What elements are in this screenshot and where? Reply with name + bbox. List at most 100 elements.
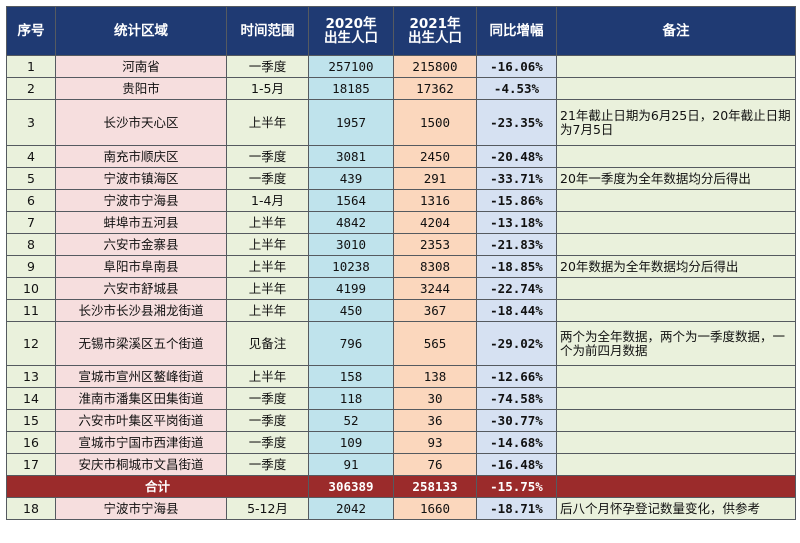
table-row: 1 河南省 一季度 257100 215800 -16.06% bbox=[6, 55, 796, 78]
row-period: 上半年 bbox=[226, 255, 309, 278]
row-region: 宁波市镇海区 bbox=[55, 167, 227, 190]
extra-row-period: 5-12月 bbox=[226, 497, 309, 520]
row-births-2021: 291 bbox=[393, 167, 477, 190]
row-period: 一季度 bbox=[226, 409, 309, 432]
row-yoy-change: -12.66% bbox=[476, 365, 557, 388]
row-region: 宣城市宁国市西津街道 bbox=[55, 431, 227, 454]
row-yoy-change: -20.48% bbox=[476, 145, 557, 168]
row-births-2020: 450 bbox=[308, 299, 394, 322]
row-births-2021: 138 bbox=[393, 365, 477, 388]
row-note bbox=[556, 189, 796, 212]
row-births-2020: 91 bbox=[308, 453, 394, 476]
row-births-2021: 2353 bbox=[393, 233, 477, 256]
row-index: 11 bbox=[6, 299, 56, 322]
extra-row-region: 宁波市宁海县 bbox=[55, 497, 227, 520]
row-yoy-change: -29.02% bbox=[476, 321, 557, 366]
row-births-2020: 18185 bbox=[308, 77, 394, 100]
row-births-2020: 158 bbox=[308, 365, 394, 388]
row-births-2021: 367 bbox=[393, 299, 477, 322]
table-row: 11 长沙市长沙县湘龙街道 上半年 450 367 -18.44% bbox=[6, 299, 796, 322]
table-row: 5 宁波市镇海区 一季度 439 291 -33.71% 20年一季度为全年数据均分后得出 bbox=[6, 167, 796, 190]
table-row: 9 阜阳市阜南县 上半年 10238 8308 -18.85% 20年数据为全年数据均分后得… bbox=[6, 255, 796, 278]
row-period: 上半年 bbox=[226, 365, 309, 388]
row-region: 长沙市长沙县湘龙街道 bbox=[55, 299, 227, 322]
row-births-2020: 52 bbox=[308, 409, 394, 432]
row-yoy-change: -22.74% bbox=[476, 277, 557, 300]
table-row: 13 宣城市宣州区鳌峰街道 上半年 158 138 -12.66% bbox=[6, 365, 796, 388]
row-period: 上半年 bbox=[226, 211, 309, 234]
row-births-2020: 10238 bbox=[308, 255, 394, 278]
row-index: 6 bbox=[6, 189, 56, 212]
row-births-2021: 36 bbox=[393, 409, 477, 432]
table-row: 12 无锡市梁溪区五个街道 见备注 796 565 -29.02% 两个为全年数据，两个为一… bbox=[6, 321, 796, 366]
table-row: 2 贵阳市 1-5月 18185 17362 -4.53% bbox=[6, 77, 796, 100]
row-index: 12 bbox=[6, 321, 56, 366]
row-index: 7 bbox=[6, 211, 56, 234]
row-births-2020: 4199 bbox=[308, 277, 394, 300]
row-period: 1-4月 bbox=[226, 189, 309, 212]
row-yoy-change: -23.35% bbox=[476, 99, 557, 146]
row-births-2021: 565 bbox=[393, 321, 477, 366]
row-period: 上半年 bbox=[226, 99, 309, 146]
row-region: 六安市舒城县 bbox=[55, 277, 227, 300]
row-note bbox=[556, 277, 796, 300]
row-region: 贵阳市 bbox=[55, 77, 227, 100]
row-period: 1-5月 bbox=[226, 77, 309, 100]
row-births-2021: 3244 bbox=[393, 277, 477, 300]
row-births-2020: 118 bbox=[308, 387, 394, 410]
row-births-2020: 1957 bbox=[308, 99, 394, 146]
row-yoy-change: -14.68% bbox=[476, 431, 557, 454]
row-yoy-change: -4.53% bbox=[476, 77, 557, 100]
row-region: 宣城市宣州区鳌峰街道 bbox=[55, 365, 227, 388]
table-row: 14 淮南市潘集区田集街道 一季度 118 30 -74.58% bbox=[6, 387, 796, 410]
header-period: 时间范围 bbox=[226, 6, 309, 56]
extra-row-index: 18 bbox=[6, 497, 56, 520]
row-period: 上半年 bbox=[226, 233, 309, 256]
row-yoy-change: -16.48% bbox=[476, 453, 557, 476]
row-index: 3 bbox=[6, 99, 56, 146]
row-births-2020: 439 bbox=[308, 167, 394, 190]
header-births-2020: 2020年 出生人口 bbox=[308, 6, 394, 56]
row-period: 一季度 bbox=[226, 387, 309, 410]
row-yoy-change: -16.06% bbox=[476, 55, 557, 78]
row-yoy-change: -15.86% bbox=[476, 189, 557, 212]
row-births-2021: 93 bbox=[393, 431, 477, 454]
extra-row-births-2021: 1660 bbox=[393, 497, 477, 520]
row-births-2020: 109 bbox=[308, 431, 394, 454]
row-index: 5 bbox=[6, 167, 56, 190]
row-yoy-change: -74.58% bbox=[476, 387, 557, 410]
row-index: 14 bbox=[6, 387, 56, 410]
row-births-2021: 4204 bbox=[393, 211, 477, 234]
table-row: 6 宁波市宁海县 1-4月 1564 1316 -15.86% bbox=[6, 189, 796, 212]
header-notes: 备注 bbox=[556, 6, 796, 56]
row-note bbox=[556, 55, 796, 78]
header-yoy-change: 同比增幅 bbox=[476, 6, 557, 56]
row-note bbox=[556, 211, 796, 234]
row-yoy-change: -13.18% bbox=[476, 211, 557, 234]
row-index: 4 bbox=[6, 145, 56, 168]
total-row: 合计 306389 258133 -15.75% bbox=[6, 475, 796, 498]
total-births-2020: 306389 bbox=[308, 475, 394, 498]
row-births-2021: 17362 bbox=[393, 77, 477, 100]
extra-row-yoy-change: -18.71% bbox=[476, 497, 557, 520]
row-index: 17 bbox=[6, 453, 56, 476]
row-period: 一季度 bbox=[226, 431, 309, 454]
row-index: 8 bbox=[6, 233, 56, 256]
row-births-2020: 3010 bbox=[308, 233, 394, 256]
row-index: 9 bbox=[6, 255, 56, 278]
row-region: 六安市金寨县 bbox=[55, 233, 227, 256]
row-note: 20年数据为全年数据均分后得出 bbox=[556, 255, 796, 278]
row-region: 安庆市桐城市文昌街道 bbox=[55, 453, 227, 476]
row-index: 10 bbox=[6, 277, 56, 300]
row-note: 21年截止日期为6月25日，20年截止日期为7月5日 bbox=[556, 99, 796, 146]
total-births-2021: 258133 bbox=[393, 475, 477, 498]
row-births-2021: 76 bbox=[393, 453, 477, 476]
row-region: 河南省 bbox=[55, 55, 227, 78]
row-note bbox=[556, 387, 796, 410]
table-row: 17 安庆市桐城市文昌街道 一季度 91 76 -16.48% bbox=[6, 453, 796, 476]
row-yoy-change: -33.71% bbox=[476, 167, 557, 190]
row-period: 一季度 bbox=[226, 55, 309, 78]
row-note: 20年一季度为全年数据均分后得出 bbox=[556, 167, 796, 190]
row-period: 上半年 bbox=[226, 277, 309, 300]
row-index: 15 bbox=[6, 409, 56, 432]
